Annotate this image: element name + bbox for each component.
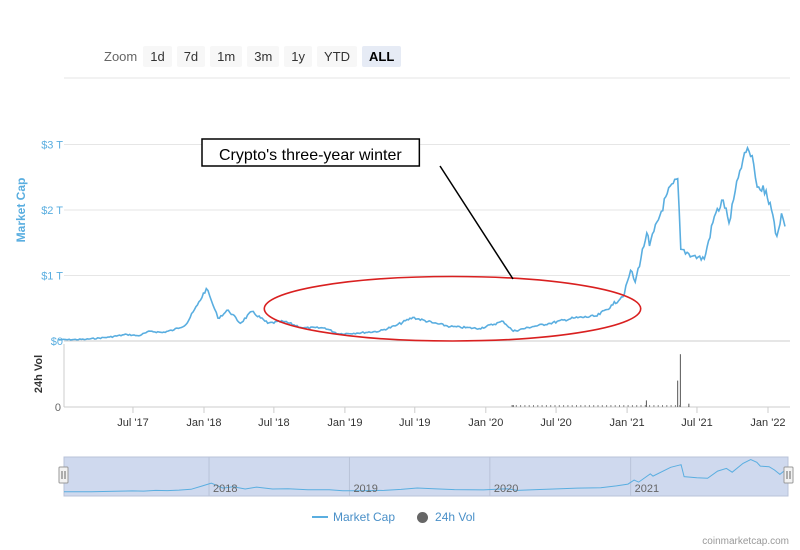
zoom-toolbar: Zoom 1d 7d 1m 3m 1y YTD ALL	[104, 45, 406, 67]
navigator-year-labels: 2018 2019 2020 2021	[213, 483, 659, 495]
market-cap-line	[58, 145, 786, 341]
x-tick-label: Jul '21	[681, 417, 712, 429]
market-cap-swatch	[312, 516, 328, 518]
zoom-3m-button[interactable]: 3m	[247, 45, 280, 67]
annotation-pointer	[439, 165, 514, 280]
annotation-box	[201, 138, 421, 167]
legend-volume-label: 24h Vol	[435, 510, 476, 524]
navigator-line	[63, 459, 789, 493]
volume-bars	[511, 354, 690, 407]
navigator-dividers	[208, 457, 632, 496]
x-axis-ticks: Jul '17 Jan '18 Jul '18 Jan '19 Jul '19 Jan '…	[117, 407, 786, 429]
y-tick-label: $1 T	[41, 271, 63, 283]
y-axis-ticks: $0 $1 T $2 T $3 T	[41, 140, 63, 349]
x-tick-label: Jul '18	[258, 417, 289, 429]
credit-text: coinmarketcap.com	[702, 536, 789, 547]
navigator-year-label: 2020	[494, 483, 518, 495]
legend: Market Cap 24h Vol	[312, 510, 497, 524]
volume-axis-label: 24h Vol	[33, 355, 45, 393]
gridlines	[64, 77, 790, 408]
navigator-left-handle[interactable]	[58, 466, 69, 484]
zoom-1y-button[interactable]: 1y	[284, 45, 313, 67]
x-tick-label: Jan '18	[186, 417, 221, 429]
x-tick-label: Jan '19	[327, 417, 362, 429]
x-tick-label: Jan '22	[750, 417, 785, 429]
x-tick-label: Jan '20	[468, 417, 503, 429]
navigator-year-label: 2021	[635, 483, 659, 495]
winter-ellipse	[263, 275, 642, 342]
zoom-1d-button[interactable]: 1d	[143, 45, 172, 67]
x-tick-label: Jul '20	[540, 417, 571, 429]
volume-swatch	[417, 511, 429, 523]
x-tick-label: Jul '19	[399, 417, 430, 429]
navigator-year-label: 2019	[353, 483, 377, 495]
zoom-1m-button[interactable]: 1m	[210, 45, 243, 67]
y-axis-label: Market Cap	[14, 178, 28, 243]
volume-axis-tick: 0	[55, 402, 61, 414]
navigator-year-label: 2018	[213, 483, 237, 495]
zoom-7d-button[interactable]: 7d	[176, 45, 206, 67]
legend-item-volume[interactable]: 24h Vol	[417, 510, 475, 524]
annotation-text: Crypto's three-year winter	[219, 147, 402, 164]
x-tick-label: Jul '17	[117, 417, 148, 429]
y-tick-label: $3 T	[41, 140, 63, 152]
y-tick-label: $2 T	[41, 205, 63, 217]
y-tick-label: $0	[51, 336, 63, 348]
zoom-all-button[interactable]: ALL	[362, 45, 402, 67]
zoom-ytd-button[interactable]: YTD	[317, 45, 358, 67]
legend-item-market-cap[interactable]: Market Cap	[312, 510, 395, 524]
x-tick-label: Jan '21	[610, 417, 645, 429]
legend-market-cap-label: Market Cap	[333, 510, 396, 524]
navigator-right-handle[interactable]	[783, 466, 794, 484]
zoom-label: Zoom	[104, 48, 138, 64]
